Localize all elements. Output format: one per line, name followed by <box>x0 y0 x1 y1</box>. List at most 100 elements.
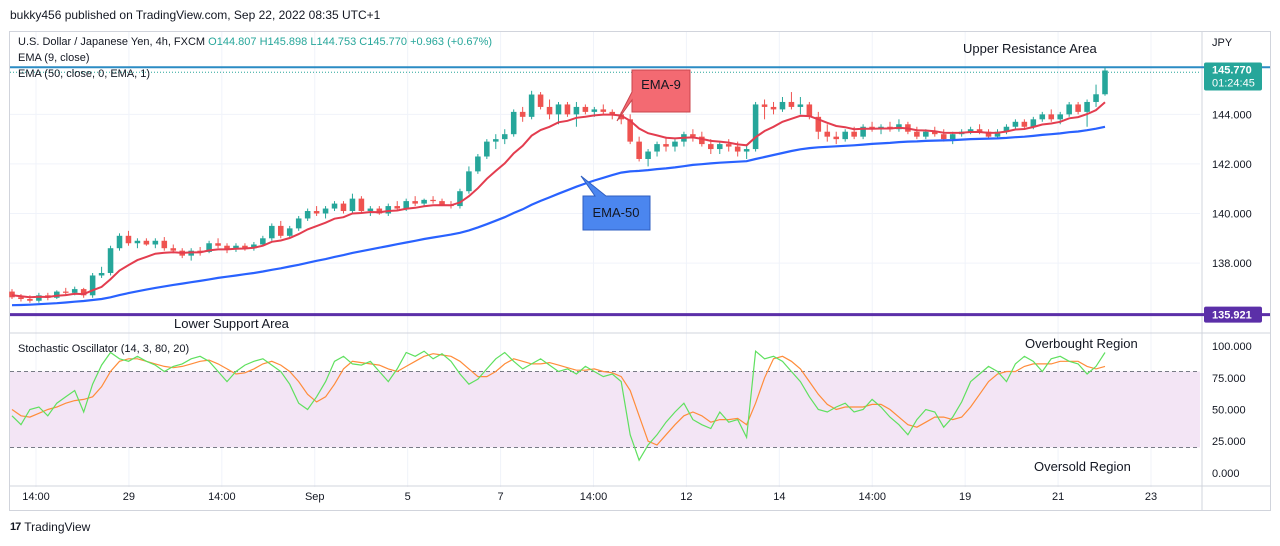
candle-body <box>358 198 365 212</box>
candle-body <box>484 141 490 157</box>
candle-body <box>394 206 401 209</box>
candles <box>9 67 1108 303</box>
candle-body <box>251 244 257 249</box>
ema50-callout-label: EMA-50 <box>593 205 640 220</box>
price-levels <box>10 66 1270 317</box>
candle-body <box>286 228 293 236</box>
candle-body <box>923 131 929 137</box>
candle-body <box>708 144 714 150</box>
candle-body <box>9 291 15 298</box>
candle-body <box>690 134 696 137</box>
time-tick-label: 7 <box>498 491 504 503</box>
candle-body <box>295 218 302 229</box>
candle-body <box>743 149 750 152</box>
stochastic-legend: Stochastic Oscillator (14, 3, 80, 20) <box>18 343 190 355</box>
candle-body <box>1003 126 1010 132</box>
close-value: C145.770 <box>359 36 408 48</box>
candle-body <box>206 243 212 252</box>
candle-body <box>519 111 526 117</box>
countdown-label: 01:24:45 <box>1212 77 1255 89</box>
time-tick-label: Sep <box>305 491 325 503</box>
candle-body <box>501 134 508 140</box>
candle-body <box>833 136 840 140</box>
candle-body <box>260 238 266 245</box>
candle-body <box>1084 101 1090 112</box>
annotation-labels: Upper Resistance Area Lower Support Area O… <box>174 41 1138 474</box>
candle-body <box>1066 104 1072 115</box>
candle-body <box>430 199 436 202</box>
currency-label: JPY <box>1212 37 1233 49</box>
stochastic-pane <box>10 350 1200 462</box>
change-value: +0.963 (+0.67%) <box>410 36 493 48</box>
candle-body <box>699 136 705 145</box>
candle-body <box>824 131 831 137</box>
stochastic-tick-label: 50.000 <box>1212 405 1246 417</box>
ema50-line <box>11 125 1106 307</box>
stochastic-tick-label: 75.000 <box>1212 373 1246 385</box>
candle-body <box>815 116 822 132</box>
candle-body <box>636 141 642 159</box>
candle-body <box>215 243 221 246</box>
candle-body <box>725 144 732 147</box>
candle-body <box>27 299 33 301</box>
candle-body <box>591 109 598 112</box>
candle-body <box>1057 114 1063 120</box>
candle-body <box>313 211 320 214</box>
candle-body <box>761 104 768 107</box>
support-price-label: 135.921 <box>1212 310 1252 322</box>
ema50-legend: EMA (50, close, 0, EMA, 1) <box>18 68 151 80</box>
lower-support-label: Lower Support Area <box>174 316 290 331</box>
brand-name: TradingView <box>24 520 91 534</box>
ema-lines <box>11 101 1106 307</box>
candle-body <box>555 104 562 115</box>
candle-body <box>54 291 60 298</box>
time-tick-label: 21 <box>1052 491 1064 503</box>
candle-body <box>98 272 105 276</box>
stochastic-tick-label: 25.000 <box>1212 436 1246 448</box>
stochastic-k-line <box>11 350 1106 462</box>
candle-body <box>170 248 177 251</box>
candle-body <box>994 131 1001 137</box>
time-tick-label: 12 <box>680 491 692 503</box>
price-tick-label: 138.000 <box>1212 258 1252 270</box>
candle-body <box>349 198 356 212</box>
candle-body <box>627 119 633 142</box>
candle-body <box>89 275 96 296</box>
candle-body <box>304 211 311 219</box>
time-tick-label: 19 <box>959 491 971 503</box>
candle-body <box>125 235 132 244</box>
candle-body <box>510 111 517 135</box>
candle-body <box>1048 114 1055 120</box>
time-tick-label: 14 <box>773 491 785 503</box>
time-tick-label: 14:00 <box>580 491 608 503</box>
stochastic-d-line <box>11 353 1106 446</box>
candle-body <box>672 141 678 147</box>
candle-body <box>752 104 759 150</box>
candle-body <box>582 106 589 112</box>
candle-body <box>152 240 159 245</box>
candle-body <box>277 225 284 236</box>
candle-body <box>233 245 239 250</box>
candle-body <box>1012 121 1019 127</box>
candle-body <box>654 144 660 152</box>
candle-body <box>71 289 78 293</box>
candle-body <box>62 291 69 293</box>
candle-body <box>770 106 777 110</box>
candle-body <box>940 134 947 140</box>
time-tick-label: 5 <box>405 491 411 503</box>
candle-body <box>197 250 203 252</box>
time-tick-label: 14:00 <box>858 491 886 503</box>
symbol-name: U.S. Dollar / Japanese Yen, 4h, FXCM <box>18 36 206 48</box>
candle-body <box>457 191 463 207</box>
candle-body <box>36 295 42 301</box>
time-tick-label: 29 <box>123 491 135 503</box>
stochastic-band <box>10 371 1200 448</box>
axes: JPY144.000142.000140.000138.000100.00075… <box>22 37 1262 503</box>
candle-body <box>80 289 87 296</box>
open-value: O144.807 <box>208 36 257 48</box>
candle-body <box>376 208 383 214</box>
stochastic-tick-label: 100.000 <box>1212 341 1252 353</box>
candle-body <box>1021 121 1028 127</box>
oversold-label: Oversold Region <box>1034 459 1131 474</box>
